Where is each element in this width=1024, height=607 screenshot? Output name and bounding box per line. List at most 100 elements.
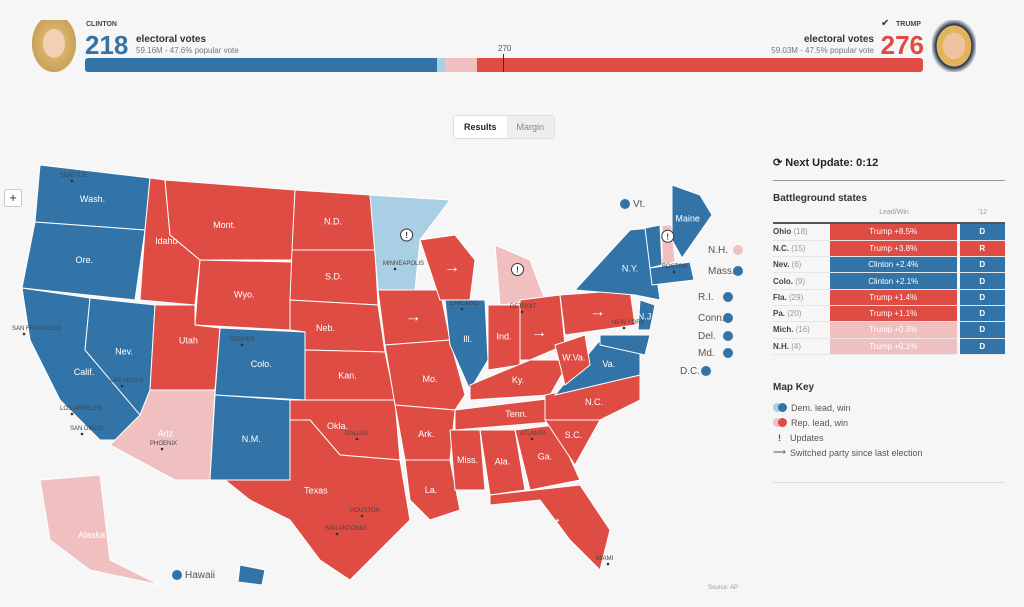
update-alert-icon[interactable] (661, 229, 675, 243)
state-label: Mont. (213, 220, 236, 230)
switched-arrow-icon: → (590, 303, 606, 320)
state-label: Kan. (338, 371, 357, 381)
key-dem-label: Dem. lead, win (791, 402, 851, 413)
state-label: Maine (675, 214, 700, 224)
state-mn[interactable] (369, 194, 451, 291)
state-ms[interactable] (449, 429, 486, 491)
lead-cell: Trump +0.1% (830, 338, 958, 355)
prev-result-cell: D (956, 338, 1005, 355)
state-label: N.D. (324, 216, 342, 226)
state-label: Ore. (75, 255, 93, 265)
state-me[interactable] (671, 184, 713, 259)
state-label: Neb. (316, 323, 335, 333)
battleground-row[interactable]: Pa. (20) Trump +1.1% D (773, 305, 1005, 323)
callout-label-hi: Hawaii (185, 570, 215, 581)
callout-dot-ri[interactable] (723, 292, 733, 302)
state-wv[interactable] (554, 334, 591, 386)
state-label: Ark. (418, 429, 434, 439)
state-wi[interactable] (419, 234, 476, 301)
state-al[interactable] (479, 429, 526, 496)
state-or[interactable] (21, 221, 146, 301)
state-label: Wyo. (234, 289, 254, 299)
state-tx[interactable] (223, 419, 411, 581)
state-ga[interactable] (514, 424, 581, 491)
state-nj[interactable] (637, 299, 656, 331)
state-md[interactable] (599, 334, 651, 356)
key-rep: Rep. lead, win (773, 415, 1005, 430)
callout-dot-hi[interactable] (172, 570, 182, 580)
lead-win-header: Lead/Win (879, 209, 909, 216)
results-tab[interactable]: Results (454, 116, 507, 138)
margin-tab[interactable]: Margin (506, 116, 555, 138)
switched-arrow-icon: → (531, 324, 547, 341)
state-hi[interactable] (237, 564, 266, 586)
clinton-avatar (32, 20, 76, 72)
state-label: Ind. (496, 331, 511, 341)
battleground-row[interactable]: Mich. (16) Trump +0.3% D (773, 321, 1005, 339)
callout-dot-md[interactable] (723, 348, 733, 358)
state-label: S.D. (325, 271, 343, 281)
state-label: Okla. (327, 421, 348, 431)
rep-win-segment (477, 58, 923, 72)
state-ky[interactable] (469, 359, 571, 401)
update-alert-icon[interactable] (511, 263, 524, 276)
callout-dot-dc[interactable] (701, 366, 711, 376)
divider (773, 180, 1005, 181)
state-il[interactable] (444, 299, 489, 392)
table-rule (773, 222, 1005, 224)
state-label: Tenn. (505, 409, 527, 419)
battleground-row[interactable]: Colo. (9) Clinton +2.1% D (773, 272, 1005, 290)
state-la[interactable] (404, 459, 461, 521)
city-label: SEATTLE (60, 173, 86, 179)
state-label: La. (425, 485, 438, 495)
state-label: Nev. (115, 347, 133, 357)
prev-year-header: '12 (977, 209, 988, 216)
city-label: CHICAGO (450, 301, 478, 307)
battleground-row[interactable]: Ohio (18) Trump +8.5% D (773, 224, 1005, 241)
lead-cell: Trump +1.4% (830, 289, 958, 306)
divider (773, 482, 1005, 483)
state-label: Colo. (251, 359, 272, 369)
callout-dot-de[interactable] (723, 331, 733, 341)
lead-cell: Trump +8.5% (830, 224, 958, 241)
city-label: LOS ANGELES (60, 406, 102, 412)
battleground-row[interactable]: N.C. (15) Trump +3.8% R (773, 240, 1005, 258)
key-dem: Dem. lead, win (773, 400, 1005, 415)
state-fl[interactable] (489, 484, 611, 571)
callout-dot-ma[interactable] (733, 266, 743, 276)
dem-dot-icon (778, 403, 787, 412)
battleground-title: Battleground states (773, 193, 867, 204)
refresh-icon[interactable]: ⟳ (773, 157, 783, 169)
callout-label-dc: D.C. (680, 366, 700, 377)
key-updates-label: Updates (790, 432, 824, 443)
lead-cell: Trump +0.3% (830, 321, 958, 339)
battleground-row[interactable]: Nev. (6) Clinton +2.4% D (773, 256, 1005, 274)
prev-result-cell: D (956, 272, 1005, 290)
svg-text:!: ! (405, 231, 408, 240)
battleground-row[interactable]: N.H. (4) Trump +0.1% D (773, 338, 1005, 355)
state-label: Ill. (463, 334, 472, 344)
callout-label-ct: Conn. (698, 313, 725, 324)
state-cell: N.H. (4) (773, 338, 830, 355)
next-update: ⟳ Next Update: 0:12 (773, 156, 1005, 169)
state-label: Idaho (155, 236, 178, 246)
update-alert-icon[interactable] (400, 228, 414, 242)
state-label: Ariz. (158, 428, 176, 438)
state-label: N.J. (638, 311, 654, 321)
callout-dot-nh[interactable] (733, 245, 743, 255)
state-mt[interactable] (164, 179, 296, 261)
callout-dot-vt[interactable] (620, 199, 630, 209)
state-ma[interactable] (649, 261, 695, 286)
zoom-in-button[interactable]: + (4, 189, 22, 207)
state-mo[interactable] (384, 339, 466, 411)
state-label: N.C. (585, 397, 603, 407)
battleground-row[interactable]: Fla. (29) Trump +1.4% D (773, 289, 1005, 306)
state-oh[interactable] (519, 294, 566, 361)
us-electoral-map[interactable]: Wash. Ore. Calif. Nev. Idaho Mont. Wyo. Utah Ari… (0, 0, 760, 607)
electoral-vote-bar (85, 58, 923, 72)
callout-dot-ct[interactable] (723, 313, 733, 323)
state-label: S.C. (565, 430, 583, 440)
callout-label-nh: N.H. (708, 245, 728, 256)
state-label: W.Va. (562, 353, 585, 363)
state-ak[interactable] (39, 474, 161, 586)
